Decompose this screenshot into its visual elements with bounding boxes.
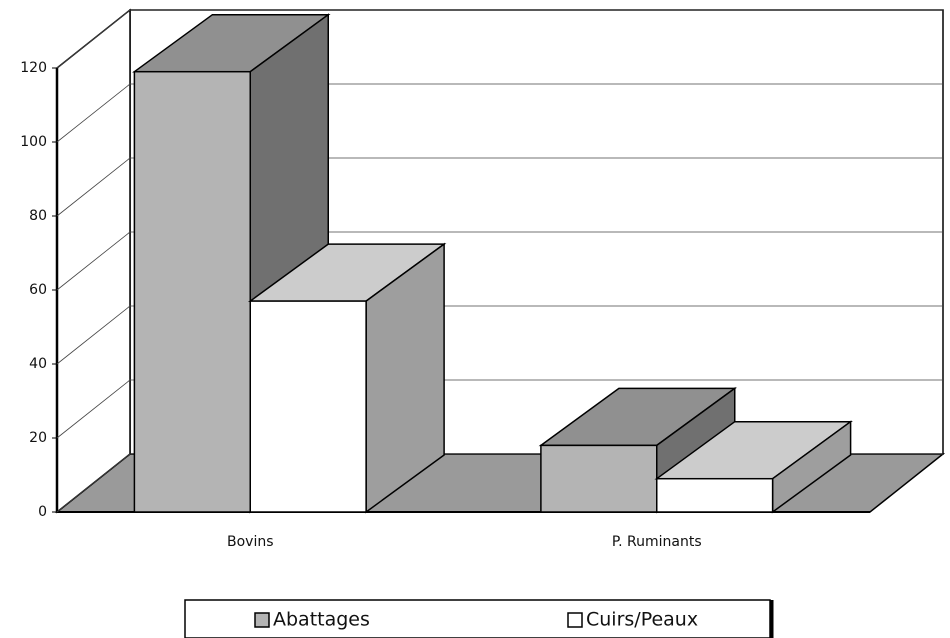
grid-line <box>56 157 131 217</box>
grid-line <box>56 9 131 69</box>
grid-line <box>56 453 131 513</box>
y-tick-label: 60 <box>29 282 47 298</box>
y-tick-label: 120 <box>20 60 47 76</box>
y-tick-label: 80 <box>29 208 47 224</box>
y-tick-label: 20 <box>29 430 47 446</box>
grid-line <box>56 83 131 143</box>
x-tick-label: Bovins <box>227 534 274 550</box>
legend-swatch <box>567 612 583 628</box>
bar <box>133 70 252 513</box>
legend-label: Abattages <box>273 609 370 631</box>
y-tick-label: 100 <box>20 134 47 150</box>
legend-label: Cuirs/Peaux <box>586 609 698 631</box>
grid-line <box>56 305 131 365</box>
bar <box>540 444 658 513</box>
legend-swatch <box>254 612 270 628</box>
y-tick-label: 0 <box>38 504 47 520</box>
bar <box>656 477 774 513</box>
y-tick-label: 40 <box>29 356 47 372</box>
grid-line <box>56 231 131 291</box>
legend-box <box>184 599 771 638</box>
x-tick-label: P. Ruminants <box>612 534 702 550</box>
grid-line <box>56 379 131 439</box>
bar <box>249 300 367 513</box>
